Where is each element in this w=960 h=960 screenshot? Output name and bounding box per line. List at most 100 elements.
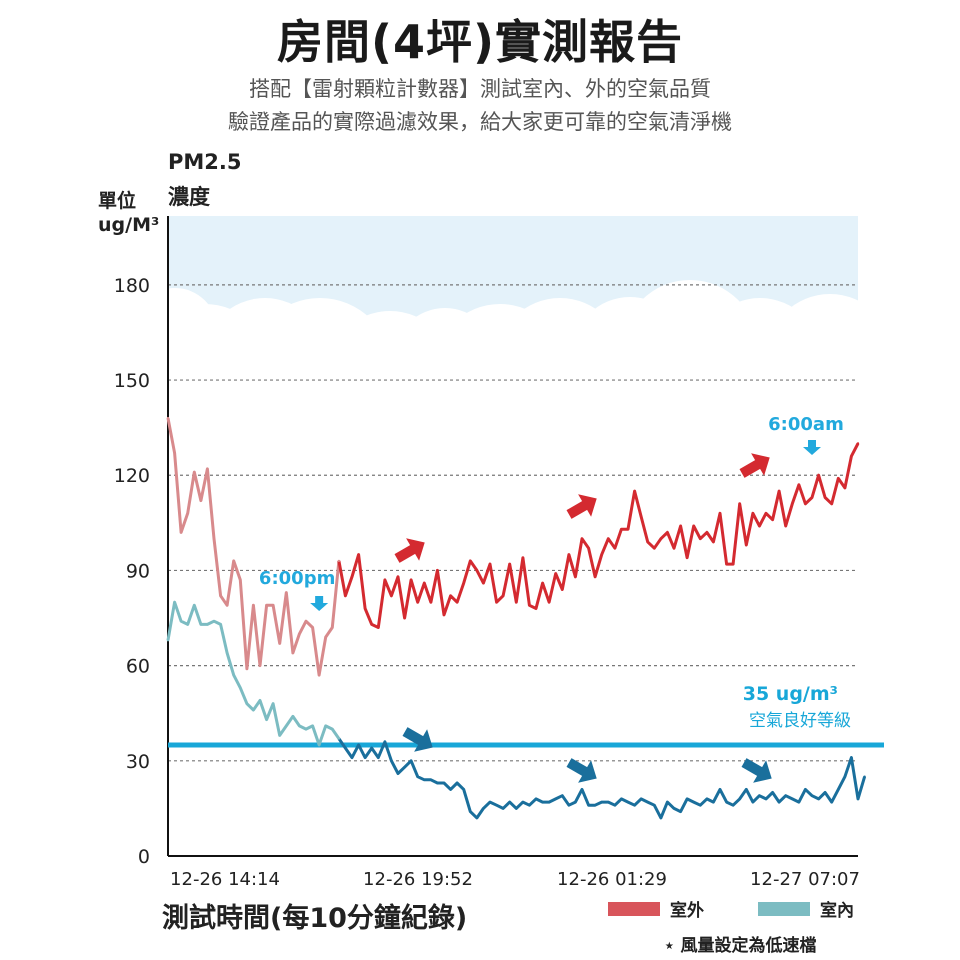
indoor-point (331, 727, 334, 731)
indoor-point (324, 724, 327, 728)
outdoor-point (239, 578, 242, 582)
x-tick-label: 12-26 14:14 (170, 869, 280, 890)
indoor-point (738, 797, 741, 801)
indoor-point (173, 601, 176, 604)
indoor-point (508, 800, 511, 804)
outdoor-point (797, 483, 801, 486)
outdoor-point (613, 547, 617, 550)
outdoor-point (633, 489, 636, 493)
outdoor-point (574, 575, 577, 578)
outdoor-point (317, 673, 321, 677)
indoor-point (639, 797, 643, 801)
outdoor-point (764, 512, 768, 515)
indoor-point (317, 743, 321, 747)
indoor-point (672, 807, 676, 810)
outdoor-point (344, 594, 347, 597)
outdoor-up-arrow-3-shape (739, 453, 770, 478)
indoor-point (685, 797, 689, 801)
outdoor-point (482, 581, 485, 585)
legend-indoor-swatch (758, 901, 810, 916)
annotation-arrow-icon (803, 440, 821, 455)
indoor-point (436, 781, 439, 785)
indoor-point (423, 778, 426, 781)
indoor-point (469, 810, 472, 813)
axes (167, 216, 858, 857)
indoor-down-arrow-2 (566, 758, 597, 783)
indoor-point (186, 623, 189, 626)
outdoor-point (173, 451, 176, 455)
subtitle-line-2: 驗證產品的實際過濾效果，給大家更可靠的空氣清淨機 (228, 110, 732, 134)
outdoor-point (699, 537, 702, 540)
indoor-point (357, 743, 360, 747)
threshold-level-label: 空氣良好等級 (749, 711, 851, 731)
outdoor-point (377, 626, 380, 629)
outdoor-point (837, 477, 840, 480)
outdoor-point (607, 537, 610, 540)
indoor-point (475, 816, 479, 820)
outdoor-point (751, 512, 755, 515)
indoor-point (817, 797, 820, 801)
outdoor-point (291, 651, 295, 655)
outdoor-point (186, 512, 189, 515)
indoor-point (541, 800, 544, 804)
indoor-point (199, 623, 203, 626)
indoor-point (653, 804, 656, 807)
indoor-point (554, 797, 557, 801)
outdoor-up-arrow-2 (566, 494, 597, 519)
outdoor-up-arrow-1 (394, 538, 425, 563)
outdoor-point (232, 559, 235, 563)
y-tick-label: 30 (126, 751, 150, 773)
subtitle-line-1: 搭配【雷射顆粒計數器】測試室內、外的空氣品質 (249, 77, 711, 101)
indoor-point (633, 804, 636, 807)
tick-labels: 0 30 60 90 120 150 180 12-26 14:14 12-26 19:52 12… (114, 275, 860, 890)
indoor-point (751, 800, 755, 804)
indoor-point (193, 604, 196, 607)
indoor-point (830, 800, 833, 804)
indoor-point (777, 800, 781, 804)
indoor-point (850, 756, 853, 759)
indoor-point (567, 804, 571, 807)
outdoor-point (488, 562, 492, 566)
indoor-point (455, 781, 459, 785)
outdoor-point (547, 601, 551, 604)
indoor-point (363, 756, 367, 759)
outdoor-point (554, 572, 557, 575)
outdoor-point (856, 442, 860, 445)
indoor-point (515, 807, 518, 810)
indoor-point (390, 759, 393, 762)
outdoor-point (304, 620, 308, 623)
outdoor-point (166, 416, 170, 420)
outdoor-point (370, 623, 373, 626)
indoor-point (666, 800, 669, 804)
outdoor-point (423, 581, 426, 585)
outdoor-point (830, 502, 833, 505)
annotation-label: 6:00pm (259, 568, 335, 589)
indoor-point (521, 800, 525, 804)
outdoor-point (179, 531, 183, 534)
y-tick-label: 180 (114, 275, 150, 297)
annotation-arrow-icon (310, 596, 329, 611)
outdoor-point (771, 518, 774, 521)
indoor-point (804, 788, 807, 791)
indoor-down-arrow-3 (741, 758, 772, 783)
outdoor-point (534, 607, 538, 610)
outdoor-point (810, 496, 814, 499)
indoor-point (593, 804, 597, 807)
indoor-point (705, 797, 709, 801)
outdoor-point (311, 626, 314, 629)
outdoor-point (508, 562, 511, 566)
y-tick-label: 90 (126, 560, 150, 582)
indoor-point (837, 788, 840, 791)
indoor-point (626, 800, 630, 804)
outdoor-point (653, 547, 656, 550)
indoor-point (239, 686, 242, 689)
indoor-point (370, 746, 373, 750)
indoor-down-arrow-1 (402, 727, 433, 752)
indoor-point (396, 772, 400, 775)
outdoor-point (791, 502, 794, 505)
indoor-point (344, 746, 347, 750)
outdoor-point (469, 559, 472, 563)
outdoor-point (804, 502, 807, 505)
outdoor-point (738, 502, 741, 505)
indoor-point (212, 620, 216, 623)
